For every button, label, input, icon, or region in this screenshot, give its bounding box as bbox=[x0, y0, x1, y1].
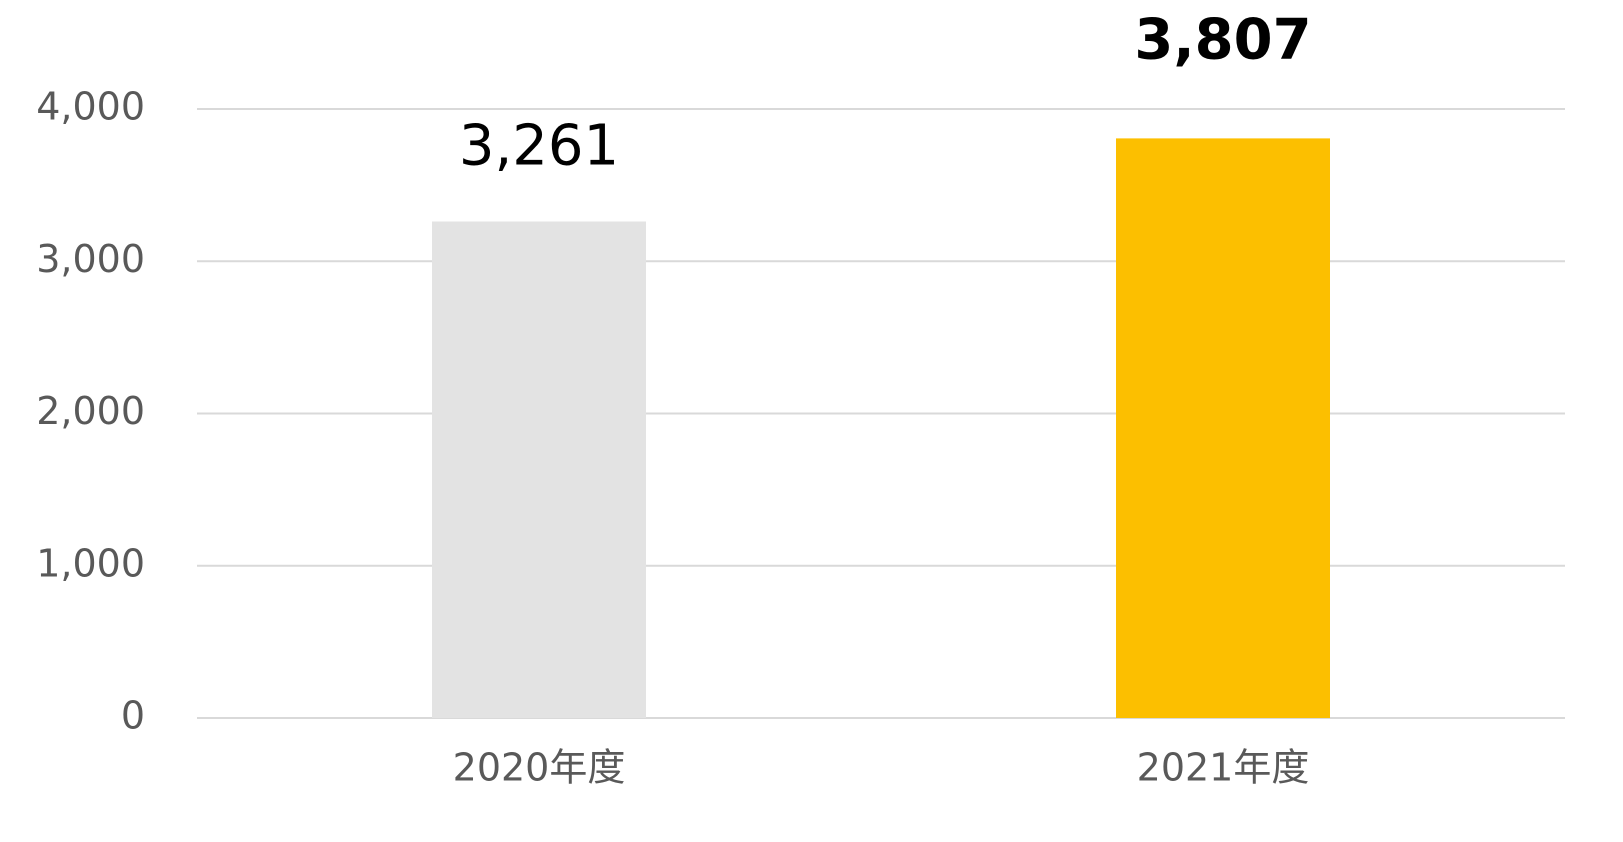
bar bbox=[432, 221, 646, 718]
y-tick-label: 1,000 bbox=[36, 541, 145, 585]
y-tick-label: 2,000 bbox=[36, 389, 145, 433]
bar bbox=[1116, 138, 1330, 718]
y-tick-label: 4,000 bbox=[36, 85, 145, 129]
x-tick-label: 2020年度 bbox=[453, 746, 626, 790]
x-tick-label: 2021年度 bbox=[1137, 746, 1310, 790]
data-label: 3,807 bbox=[1134, 8, 1311, 73]
data-label: 3,261 bbox=[459, 114, 619, 179]
y-tick-label: 3,000 bbox=[36, 237, 145, 281]
y-tick-label: 0 bbox=[121, 694, 145, 738]
